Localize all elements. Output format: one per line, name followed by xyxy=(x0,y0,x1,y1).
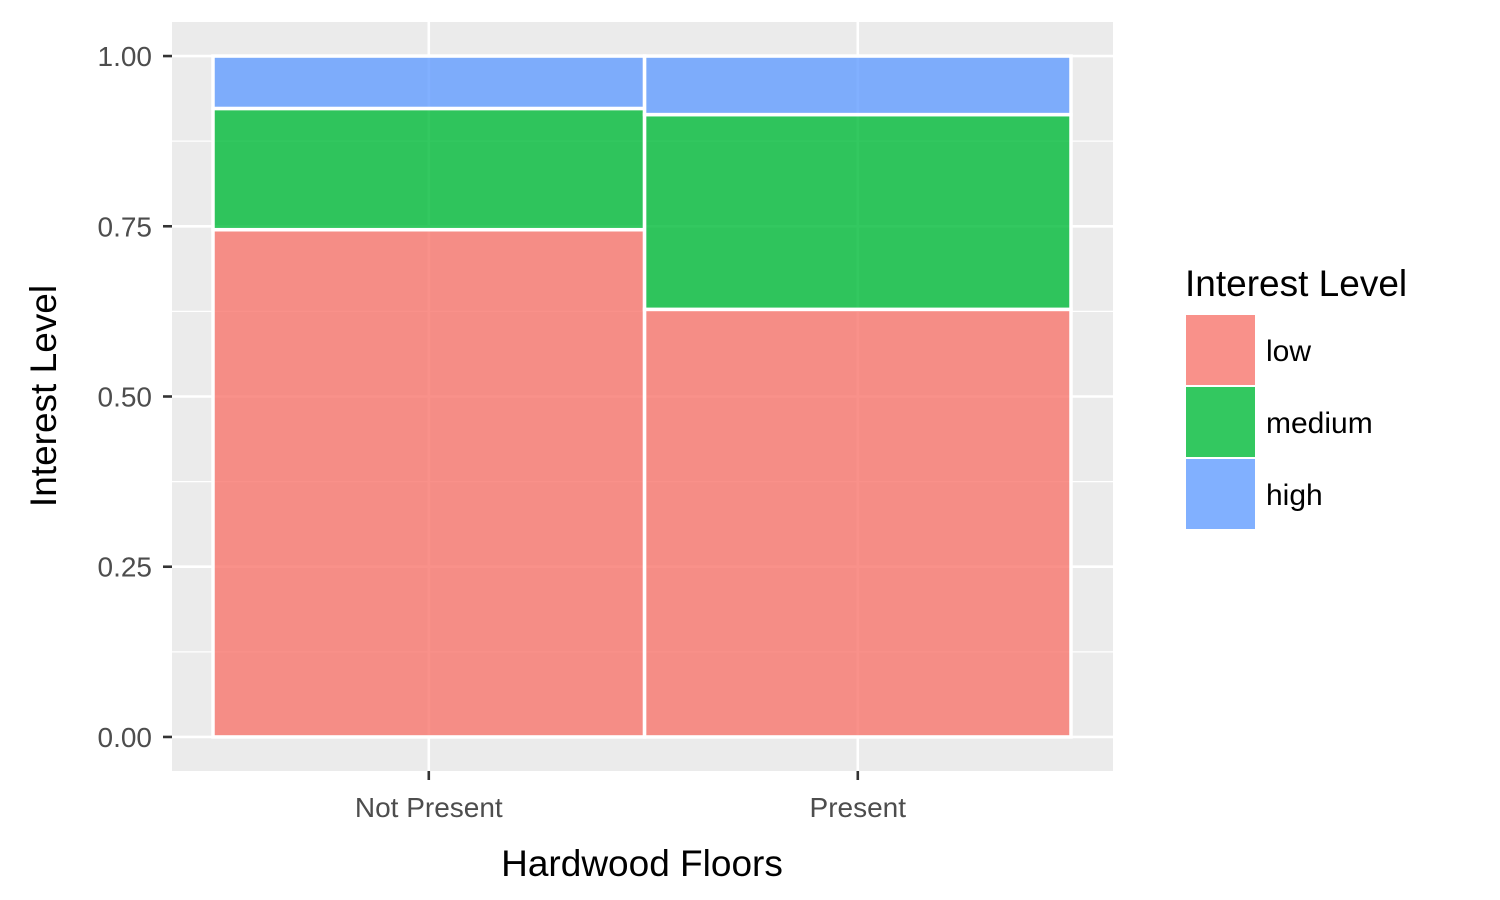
bar-segment-high xyxy=(642,54,1073,117)
y-tick-label: 0.75 xyxy=(98,211,153,242)
bar-segment-high xyxy=(211,54,647,111)
legend-label-medium: medium xyxy=(1266,407,1373,440)
y-axis: 0.00 0.25 0.50 0.75 1.00 xyxy=(98,41,172,753)
y-axis-title: Interest Level xyxy=(23,285,64,507)
x-tick-label: Not Present xyxy=(355,792,503,823)
x-axis: Not Present Present xyxy=(355,771,906,823)
legend-label-low: low xyxy=(1266,335,1311,368)
bar-segment-medium xyxy=(211,106,647,232)
y-tick-label: 0.50 xyxy=(98,382,153,413)
bars xyxy=(211,54,1073,739)
legend-title: Interest Level xyxy=(1185,263,1407,304)
bar-segment-medium xyxy=(642,112,1073,312)
x-tick-label: Present xyxy=(810,792,907,823)
y-tick-label: 1.00 xyxy=(98,41,153,72)
x-axis-title: Hardwood Floors xyxy=(501,843,783,884)
bar-segment-low xyxy=(642,307,1073,739)
bar-segment-low xyxy=(211,227,647,739)
legend-key-high xyxy=(1184,457,1257,531)
y-tick-label: 0.25 xyxy=(98,552,153,583)
legend-label-high: high xyxy=(1266,479,1323,512)
legend: Interest Level low medium high xyxy=(1184,263,1407,531)
legend-key-medium xyxy=(1184,385,1257,459)
legend-key-low xyxy=(1184,313,1257,387)
y-tick-label: 0.00 xyxy=(98,722,153,753)
